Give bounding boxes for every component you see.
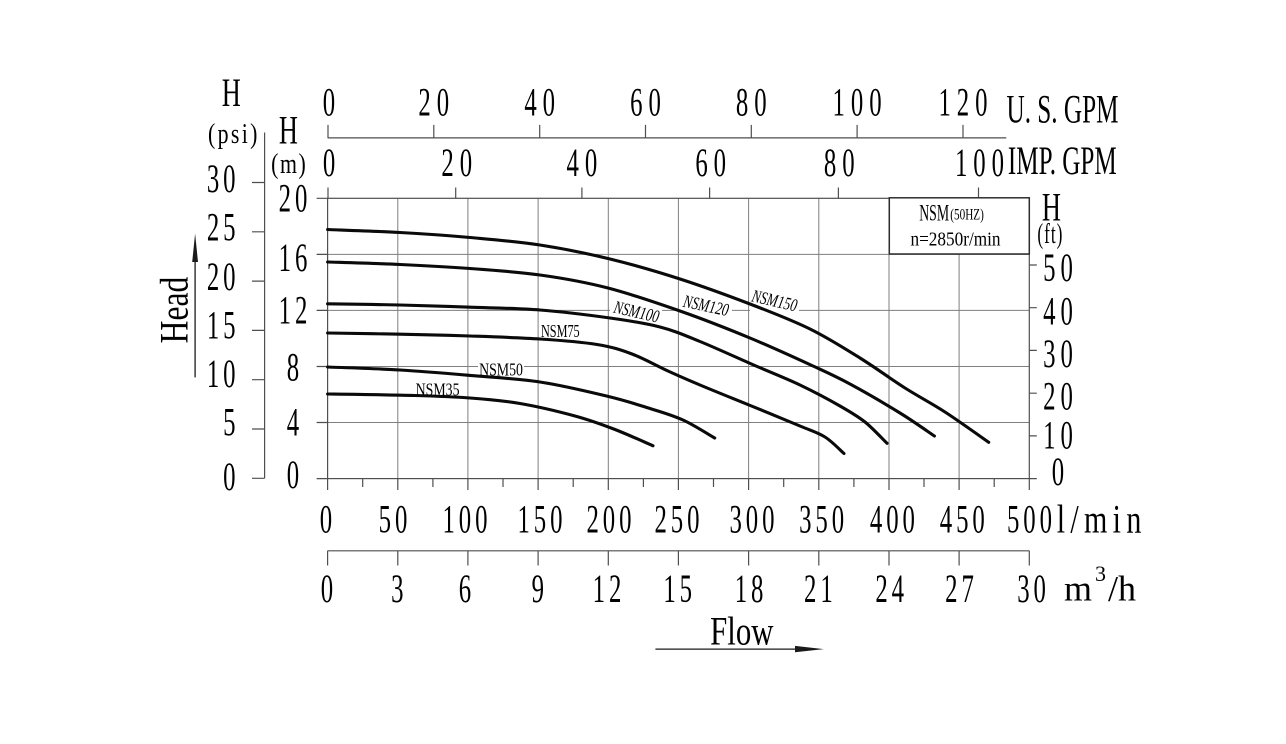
svg-text:20: 20 (1043, 374, 1078, 418)
svg-text:27: 27 (945, 567, 978, 611)
svg-text:(m): (m) (271, 149, 307, 179)
svg-text:80: 80 (736, 81, 773, 125)
svg-text:80: 80 (824, 141, 861, 185)
svg-text:40: 40 (524, 81, 561, 125)
svg-text:9: 9 (532, 567, 548, 611)
svg-text:(50HZ): (50HZ) (950, 206, 984, 225)
svg-text:60: 60 (630, 81, 667, 125)
svg-text:8: 8 (287, 345, 303, 389)
svg-text:20: 20 (279, 177, 312, 221)
svg-text:3: 3 (1095, 561, 1106, 586)
svg-text:n=2850r/min: n=2850r/min (910, 228, 1001, 251)
svg-text:30: 30 (207, 157, 240, 201)
svg-text:40: 40 (1043, 289, 1078, 333)
svg-text:/h: /h (1108, 569, 1136, 609)
svg-text:0: 0 (320, 498, 336, 542)
svg-text:120: 120 (938, 81, 993, 125)
svg-text:21: 21 (804, 567, 837, 611)
svg-text:200: 200 (587, 498, 636, 542)
svg-text:0: 0 (1052, 450, 1069, 494)
svg-text:100: 100 (955, 141, 1010, 185)
svg-text:20: 20 (418, 81, 455, 125)
svg-text:30: 30 (1043, 332, 1078, 376)
svg-text:0: 0 (323, 141, 341, 185)
svg-text:18: 18 (735, 567, 768, 611)
svg-text:400: 400 (870, 498, 919, 542)
svg-text:Head: Head (152, 277, 196, 344)
svg-text:250: 250 (655, 498, 704, 542)
svg-text:4: 4 (287, 400, 303, 444)
svg-text:NSM75: NSM75 (541, 322, 580, 342)
svg-text:5: 5 (223, 401, 239, 445)
svg-text:50: 50 (379, 498, 412, 542)
svg-text:50: 50 (1043, 246, 1078, 290)
svg-text:6: 6 (459, 567, 475, 611)
svg-text:m: m (1064, 569, 1092, 609)
svg-text:NSM: NSM (919, 201, 949, 226)
svg-text:60: 60 (695, 141, 732, 185)
svg-text:30: 30 (1017, 567, 1050, 611)
svg-text:12: 12 (593, 567, 626, 611)
svg-text:16: 16 (279, 236, 312, 280)
svg-text:NSM35: NSM35 (416, 381, 460, 400)
svg-text:H: H (222, 72, 241, 116)
svg-text:350: 350 (799, 498, 848, 542)
svg-text:15: 15 (663, 567, 696, 611)
svg-text:20: 20 (207, 255, 240, 299)
svg-text:450: 450 (940, 498, 989, 542)
svg-text:20: 20 (441, 141, 478, 185)
svg-text:24: 24 (875, 567, 908, 611)
svg-text:NSM50: NSM50 (479, 361, 523, 380)
svg-text:H: H (1042, 186, 1061, 230)
svg-text:10: 10 (1043, 413, 1078, 457)
svg-text:150: 150 (518, 498, 567, 542)
svg-text:500: 500 (1007, 498, 1056, 542)
svg-text:H: H (279, 109, 298, 153)
svg-text:25: 25 (207, 205, 240, 249)
svg-text:300: 300 (730, 498, 779, 542)
svg-text:0: 0 (223, 455, 239, 499)
svg-text:(psi): (psi) (208, 119, 260, 149)
svg-text:U. S. GPM: U. S. GPM (1007, 88, 1119, 132)
svg-text:3: 3 (391, 567, 407, 611)
svg-text:15: 15 (207, 304, 240, 348)
svg-text:l/min: l/min (1057, 497, 1147, 542)
svg-text:40: 40 (567, 141, 604, 185)
svg-text:10: 10 (207, 352, 240, 396)
svg-text:(ft): (ft) (1037, 219, 1063, 250)
svg-text:100: 100 (443, 498, 492, 542)
svg-text:0: 0 (323, 81, 341, 125)
svg-text:12: 12 (279, 288, 312, 332)
svg-text:100: 100 (833, 81, 888, 125)
svg-text:Flow: Flow (710, 608, 774, 653)
svg-text:0: 0 (321, 567, 337, 611)
svg-text:0: 0 (287, 453, 303, 497)
svg-text:IMP. GPM: IMP. GPM (1008, 139, 1117, 183)
